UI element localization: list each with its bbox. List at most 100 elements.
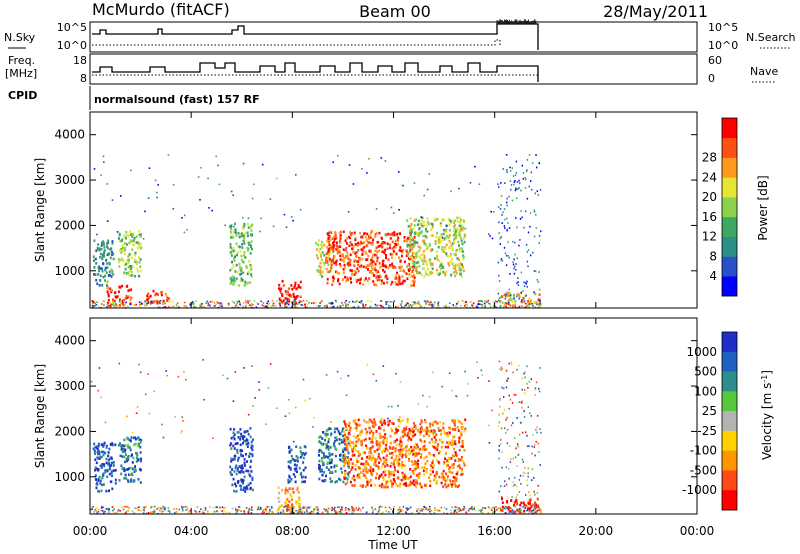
echo-cell (415, 218, 418, 221)
scatter-cell (125, 506, 127, 508)
echo-cell (240, 234, 243, 238)
echo-cell (409, 272, 412, 276)
scatter-cell (511, 509, 514, 511)
echo-cell (400, 466, 403, 469)
echo-cell (444, 445, 447, 449)
scatter-cell (445, 304, 447, 307)
echo-cell (345, 279, 348, 283)
scatter-cell (146, 301, 148, 304)
scatter-cell (157, 184, 159, 186)
echo-cell (435, 438, 438, 442)
echo-cell (415, 463, 418, 467)
scatter-cell (499, 306, 501, 309)
scatter-cell (511, 363, 513, 366)
echo-cell (442, 426, 445, 430)
echo-cell (419, 246, 422, 250)
scatter-cell (510, 424, 513, 427)
echo-cell (128, 295, 131, 298)
echo-cell (463, 235, 466, 238)
echo-cell (380, 242, 383, 246)
scatter-cell (184, 509, 187, 511)
echo-cell (365, 277, 367, 280)
echo-cell (346, 251, 349, 254)
echo-cell (446, 234, 449, 238)
echo-cell (386, 437, 389, 440)
scatter-cell (391, 405, 393, 408)
echo-cell (399, 269, 402, 272)
scatter-cell (454, 506, 456, 508)
echo-cell (447, 255, 449, 258)
echo-cell (378, 477, 380, 480)
echo-cell (138, 438, 141, 441)
echo-cell (417, 466, 419, 469)
scatter-cell (186, 228, 188, 231)
echo-cell (362, 472, 365, 476)
echo-cell (251, 488, 254, 492)
echo-cell (235, 234, 238, 237)
scatter-cell (286, 302, 289, 305)
echo-cell (536, 505, 539, 508)
echo-cell (113, 304, 116, 308)
scatter-cell (508, 362, 510, 365)
y-tick-label: 3000 (54, 173, 85, 187)
scatter-cell (399, 302, 401, 305)
echo-cell (422, 262, 425, 265)
y-tick-label: 2000 (54, 218, 85, 232)
scatter-cell (516, 181, 519, 183)
echo-cell (277, 496, 280, 500)
echo-cell (434, 430, 436, 433)
echo-cell (348, 471, 351, 474)
scatter-cell (102, 506, 105, 509)
echo-cell (320, 243, 323, 247)
scatter-cell (508, 256, 510, 259)
scatter-cell (297, 512, 299, 515)
echo-cell (408, 436, 411, 440)
colorbar-tick-label: 500 (694, 365, 717, 379)
echo-cell (413, 240, 416, 243)
echo-cell (234, 442, 237, 446)
scatter-cell (524, 472, 526, 475)
scatter-cell (503, 305, 506, 307)
echo-cell (124, 448, 127, 452)
echo-cell (250, 268, 253, 271)
colorbar-tick-label: 25 (702, 404, 717, 418)
echo-cell (354, 418, 357, 422)
scatter-cell (288, 398, 290, 401)
scatter-cell (401, 184, 404, 187)
echo-cell (123, 235, 126, 238)
scatter-cell (330, 421, 332, 423)
echo-cell (453, 221, 456, 224)
echo-cell (392, 478, 395, 481)
echo-cell (134, 467, 136, 470)
scatter-cell (520, 509, 522, 511)
echo-cell (419, 427, 422, 430)
echo-cell (339, 454, 341, 457)
scatter-cell (506, 217, 508, 220)
echo-cell (326, 232, 329, 235)
echo-cell (322, 461, 325, 465)
scatter-cell (143, 507, 146, 510)
scatter-cell (196, 506, 199, 508)
echo-cell (366, 430, 369, 434)
scatter-cell (304, 305, 307, 308)
echo-cell (501, 501, 504, 504)
echo-cell (327, 237, 330, 241)
echo-cell (462, 269, 465, 273)
echo-cell (441, 248, 444, 252)
echo-cell (333, 261, 336, 265)
scatter-cell (513, 272, 516, 275)
scatter-cell (273, 304, 275, 307)
scatter-cell (451, 389, 453, 392)
scatter-cell (378, 509, 380, 511)
scatter-cell (276, 300, 278, 302)
echo-cell (398, 256, 401, 260)
echo-cell (341, 430, 344, 433)
scatter-cell (500, 236, 502, 238)
echo-cell (394, 266, 397, 269)
echo-cell (529, 498, 532, 502)
echo-cell (519, 503, 522, 507)
scatter-cell (334, 506, 336, 509)
echo-cell (413, 252, 416, 255)
echo-cell (529, 299, 532, 302)
echo-cell (407, 236, 410, 240)
